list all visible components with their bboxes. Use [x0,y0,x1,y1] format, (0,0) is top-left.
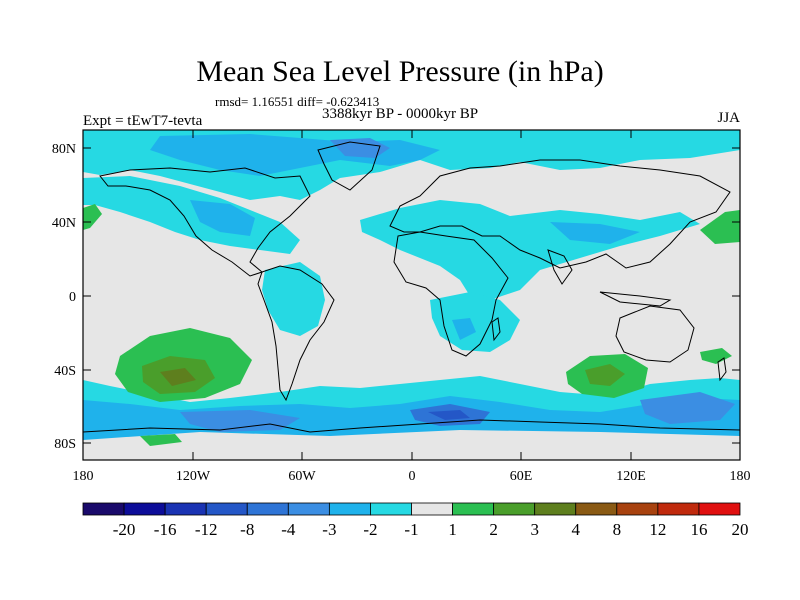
colorbar-tick-label: 20 [732,520,749,539]
lat-label-40s: 40S [54,364,76,379]
colorbar-tick-label: -16 [154,520,177,539]
asia-core [550,222,640,244]
colorbar-tick-label: -12 [195,520,218,539]
coast-south-america [257,265,335,402]
colorbar-swatch [575,502,618,516]
colorbar-tick-label: 2 [489,520,498,539]
lat-label-0: 0 [69,290,76,305]
north-pacific-high-east [700,210,740,244]
axis-ticks [82,130,741,460]
colorbar-tick-label: 12 [649,520,666,539]
colorbar-tick-label: -2 [363,520,377,539]
colorbar-tick-label: 3 [530,520,539,539]
colorbar-tick-label: -8 [240,520,254,539]
colorbar-tick-label: 4 [572,520,581,539]
coast-antarctica [83,419,740,433]
coast-north-america [99,167,311,277]
africa-anomaly [430,292,520,352]
colorbar [82,502,741,516]
colorbar-tick-label: -20 [113,520,136,539]
lon-label-60e: 60E [510,469,533,484]
colorbar-labels: -20 -16 -12 -8 -4 -3 -2 -1 1 2 3 4 8 12 16 20 [113,520,749,539]
lat-label-80n: 80N [52,142,76,157]
latitude-labels: 80N 40N 0 40S 80S [52,142,76,452]
coast-europe-asia [389,159,731,269]
lon-label-120e: 120E [616,469,646,484]
colorbar-swatch [657,502,700,516]
north-america-core [190,200,255,236]
colorbar-tick-label: 1 [448,520,457,539]
colorbar-swatch [164,502,207,516]
south-america-anomaly [262,262,325,336]
southern-low-center-core [428,410,470,420]
pressure-field [83,130,740,460]
colorbar-swatch [246,502,289,516]
period-text: 3388kyr BP - 0000kyr BP [321,106,479,122]
antarctic-strip [83,430,740,460]
africa-core [452,318,476,340]
coastlines [83,141,740,433]
lon-label-120w: 120W [176,469,211,484]
experiment-label: Expt = tEwT7-tevta [83,113,203,129]
colorbar-tick-label: 8 [613,520,622,539]
southern-low-west [180,410,300,432]
lon-label-0: 0 [409,469,416,484]
south-pacific-high-peak [160,368,196,386]
colorbar-swatch [493,502,536,516]
colorbar-tick-label: -3 [322,520,336,539]
colorbar-tick-label: 16 [690,520,707,539]
colorbar-swatch [534,502,577,516]
colorbar-tick-label: -4 [281,520,296,539]
north-pacific-high-west [83,204,102,230]
south-indian-high-core [585,364,625,386]
coast-new-zealand [717,357,727,382]
colorbar-swatch [411,502,453,516]
colorbar-swatch [370,502,412,516]
coast-indonesia [599,291,672,307]
chart-title: Mean Sea Level Pressure (in hPa) [196,55,604,88]
colorbar-swatch [123,502,166,516]
colorbar-swatch [698,502,741,516]
lon-label-180e: 180 [730,469,751,484]
lat-label-80s: 80S [54,437,76,452]
coast-australia [615,305,695,363]
colorbar-tick-label: -1 [404,520,418,539]
colorbar-swatch [205,502,248,516]
lat-label-40n: 40N [52,216,76,231]
season-label: JJA [717,110,740,126]
colorbar-swatch [287,502,330,516]
coast-africa [393,231,509,357]
stats-text: rmsd= 1.16551 diff= -0.623413 [215,94,380,109]
colorbar-swatch [452,502,495,516]
longitude-labels: 180 120W 60W 0 60E 120E 180 [73,469,751,484]
antarctic-high-patch [140,434,182,446]
coast-greenland [317,141,381,191]
colorbar-swatch [616,502,659,516]
eurasia-anomaly [360,200,700,300]
lon-label-180w: 180 [73,469,94,484]
coast-madagascar [491,317,501,342]
coast-india [547,249,573,285]
colorbar-swatch [328,502,371,516]
colorbar-swatch [82,502,125,516]
southern-low-east [640,392,735,424]
lon-label-60w: 60W [288,469,316,484]
